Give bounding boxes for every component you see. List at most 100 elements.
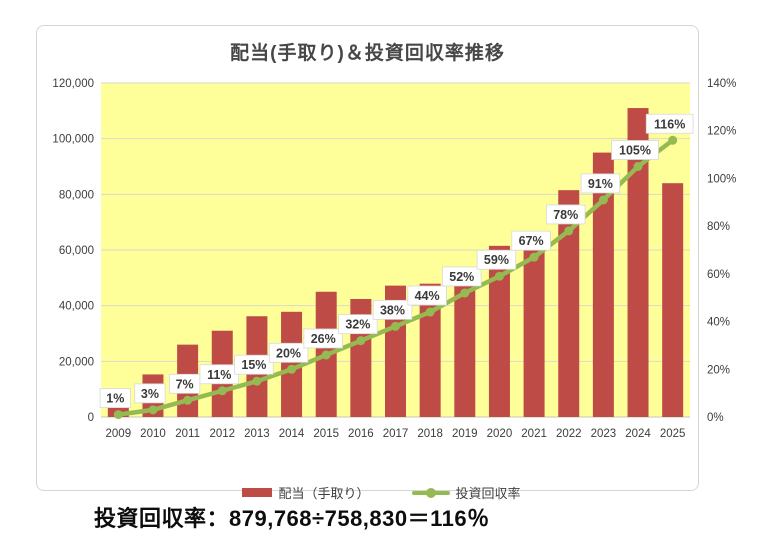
point-label-2014: 20% [276,346,301,360]
line-series-swatch-icon [411,487,450,498]
line-point-2020 [494,271,504,281]
bar-2014 [281,311,303,417]
point-label-2017: 38% [380,303,405,317]
left-axis-tick: 0 [88,412,94,424]
point-label-2025: 116% [654,117,685,131]
x-axis-label: 2017 [383,428,409,440]
line-point-2022 [564,226,574,236]
right-axis-tick: 0% [707,412,724,424]
x-axis-label: 2014 [279,428,305,440]
legend-item-dividend: 配当（手取り） [242,483,370,502]
x-axis-label: 2023 [591,428,617,440]
line-point-2021 [529,252,539,262]
line-point-2012 [217,386,227,396]
x-axis-label: 2020 [487,428,513,440]
line-point-2014 [287,364,297,374]
left-axis-tick: 40,000 [59,301,94,313]
right-axis-tick: 120% [707,126,736,138]
point-label-2020: 59% [484,253,509,267]
point-label-box [338,314,378,335]
point-label-box [611,140,659,160]
x-axis-label: 2021 [521,428,547,440]
x-axis-label: 2011 [175,428,200,440]
point-label-2013: 15% [241,358,266,372]
point-label-2024: 105% [619,144,651,158]
left-axis-tick: 120,000 [52,78,94,90]
left-axis-tick: 80,000 [59,189,94,201]
chart-title: 配当(手取り)＆投資回収率推移 [230,43,505,64]
right-axis-tick: 20% [707,364,730,376]
left-axis-tick: 20,000 [59,356,94,368]
legend-label-recovery-rate: 投資回収率 [455,486,521,501]
line-point-2009 [113,410,123,420]
line-point-2023 [598,195,608,205]
left-axis-tick: 60,000 [59,245,94,257]
right-axis-tick: 80% [707,221,730,233]
bar-2021 [523,238,545,417]
point-label-box [234,354,274,375]
point-label-box [645,113,694,134]
bar-2020 [488,245,510,417]
line-point-2011 [183,395,193,405]
bar-2024 [627,108,649,418]
bar-2019 [454,277,476,417]
bar-2018 [419,283,441,417]
x-axis-label: 2025 [660,428,686,440]
legend-item-recovery-rate: 投資回収率 [411,483,521,502]
chart-legend: 配当（手取り） 投資回収率 [36,483,699,502]
x-axis-label: 2009 [106,428,132,440]
point-label-2019: 52% [449,270,474,284]
point-label-2022: 78% [553,208,578,222]
line-point-2010 [148,405,158,415]
recovery-formula-text: 投資回収率：879,768÷758,830＝116％ [94,506,490,531]
point-label-box [372,299,413,320]
point-label-box [580,173,621,194]
point-label-2011: 7% [176,377,194,391]
right-axis-tick: 140% [707,78,736,90]
line-point-2024 [633,162,643,171]
point-label-2012: 11% [207,368,231,382]
point-label-2023: 91% [588,177,613,191]
point-label-box [268,342,309,363]
bar-2022 [558,190,580,417]
x-axis-label: 2018 [417,428,443,440]
point-label-2015: 26% [311,332,336,346]
point-label-box [134,383,166,404]
line-point-2017 [391,321,400,331]
dividend-recovery-chart: 0 20,000 40,000 60,000 80,000 100,000 120,000 0… [52,78,736,440]
point-label-2009: 1% [106,392,124,406]
x-axis-label: 2019 [452,428,478,440]
point-label-2010: 3% [141,387,159,401]
bar-series-swatch-icon [242,488,273,497]
point-label-box [407,285,447,306]
x-axis-label: 2012 [209,428,235,440]
x-axis-label: 2010 [140,428,166,440]
point-label-box [476,249,517,270]
x-axis-label: 2015 [313,428,339,440]
line-point-2015 [321,350,331,360]
right-axis-tick: 100% [707,173,736,185]
point-label-box [511,230,551,251]
point-label-2018: 44% [415,289,440,303]
line-point-2025 [668,135,678,145]
bar-2025 [662,183,684,417]
point-label-2021: 67% [519,234,544,248]
line-point-2013 [252,376,262,386]
right-axis-tick: 60% [707,269,730,281]
right-axis-tick: 40% [707,317,730,329]
bar-2023 [592,152,614,417]
line-point-2019 [460,288,470,298]
point-label-box [303,328,343,349]
x-axis-label: 2016 [348,428,374,440]
x-axis-label: 2024 [625,428,651,440]
left-axis-tick: 100,000 [52,134,94,146]
x-axis-label: 2013 [244,428,270,440]
point-label-2016: 32% [345,318,370,332]
line-point-2016 [356,336,366,346]
point-label-box [442,266,482,287]
x-axis-label: 2022 [556,428,582,440]
legend-label-dividend: 配当（手取り） [278,486,370,501]
point-label-box [546,204,586,225]
line-point-2018 [425,307,435,317]
